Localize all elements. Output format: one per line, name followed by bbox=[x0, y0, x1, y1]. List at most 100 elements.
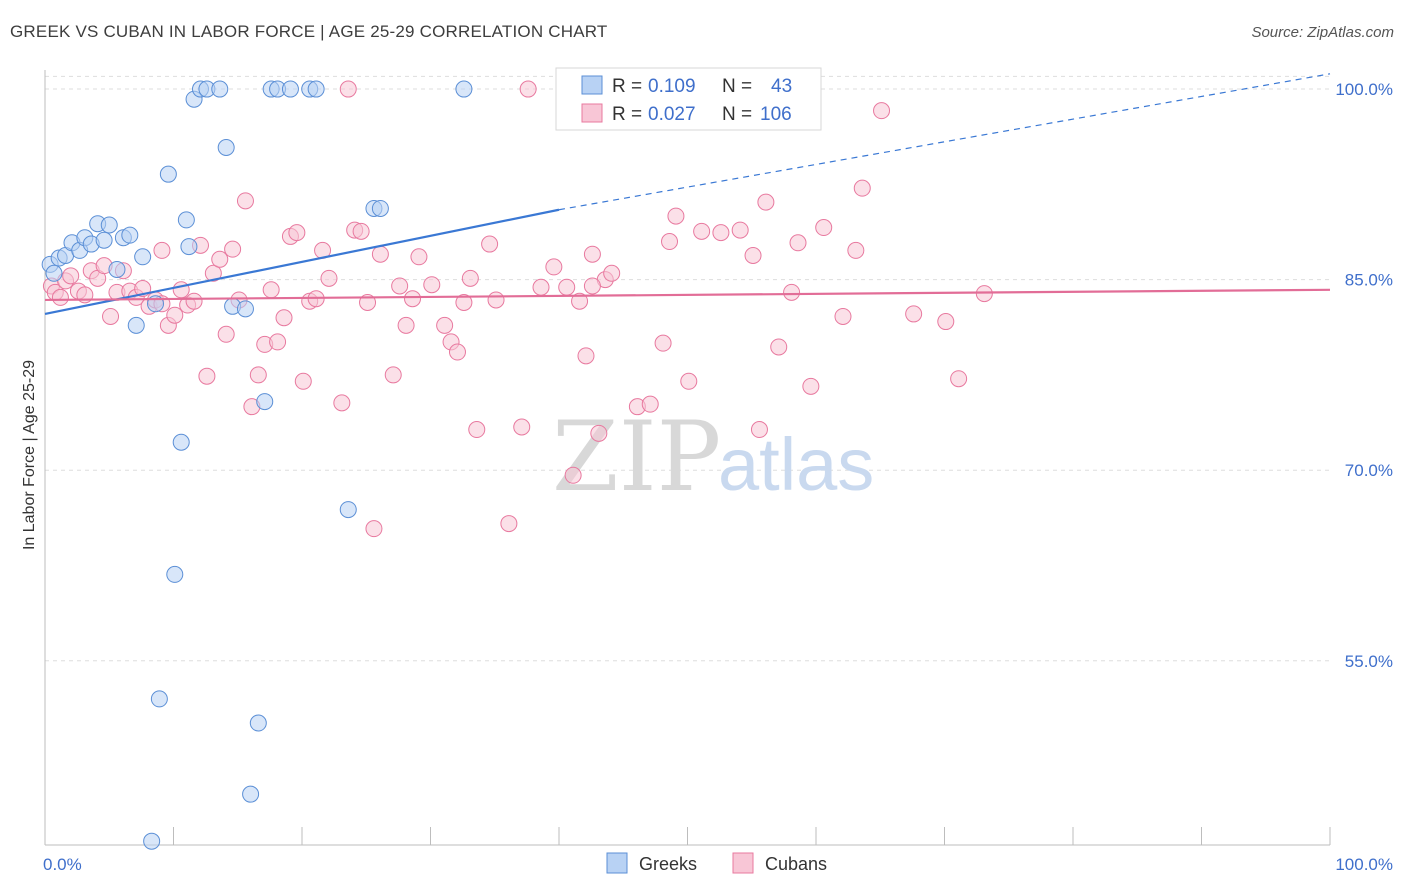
greeks-points bbox=[41, 80, 473, 850]
greek-point-40 bbox=[150, 690, 168, 708]
greek-point-10 bbox=[100, 216, 118, 234]
y-tick-label-1: 70.0% bbox=[1345, 461, 1393, 480]
greek-point-38 bbox=[371, 199, 389, 217]
bottom-legend-cubans-swatch bbox=[732, 852, 754, 874]
cuban-point-10 bbox=[102, 307, 120, 325]
cuban-point-49 bbox=[365, 520, 383, 538]
greek-point-25 bbox=[211, 80, 229, 98]
cuban-point-92 bbox=[802, 377, 820, 395]
cuban-point-65 bbox=[500, 515, 518, 533]
x-tick-label-0: 0.0% bbox=[43, 855, 82, 874]
cuban-point-20 bbox=[166, 306, 184, 324]
cuban-point-27 bbox=[211, 250, 229, 268]
greek-point-26 bbox=[217, 139, 235, 156]
greek-point-21 bbox=[180, 238, 198, 256]
greek-point-19 bbox=[172, 433, 190, 451]
cuban-point-55 bbox=[410, 248, 428, 266]
cuban-point-64 bbox=[487, 291, 505, 309]
cuban-point-63 bbox=[481, 235, 499, 253]
cuban-point-70 bbox=[564, 466, 582, 484]
greek-point-30 bbox=[256, 393, 274, 411]
greek-point-11 bbox=[108, 260, 126, 278]
cuban-point-40 bbox=[294, 372, 312, 390]
cuban-point-51 bbox=[384, 366, 402, 384]
cuban-point-4 bbox=[62, 267, 80, 285]
legend-greeks-r-value: 0.109 bbox=[648, 76, 696, 97]
cuban-point-52 bbox=[391, 277, 409, 295]
cuban-point-96 bbox=[853, 179, 871, 197]
y-tick-labels: 55.0% 70.0% 85.0% 100.0% bbox=[1335, 80, 1393, 671]
cuban-point-23 bbox=[185, 292, 203, 310]
cubans-trend-line bbox=[44, 288, 1331, 302]
cuban-point-71 bbox=[571, 292, 589, 310]
greek-point-15 bbox=[134, 248, 152, 266]
cuban-point-50 bbox=[371, 245, 389, 263]
cuban-point-86 bbox=[744, 246, 762, 264]
cuban-point-68 bbox=[545, 258, 563, 276]
greek-point-33 bbox=[281, 80, 299, 98]
watermark-zip: ZIP bbox=[552, 401, 721, 513]
cuban-point-33 bbox=[249, 366, 267, 384]
bottom-legend-greeks-swatch bbox=[606, 852, 628, 874]
greek-point-42 bbox=[143, 832, 161, 850]
grid-lines bbox=[45, 75, 1330, 662]
cuban-point-39 bbox=[288, 224, 306, 242]
greek-point-18 bbox=[166, 565, 184, 583]
cuban-point-90 bbox=[783, 283, 801, 301]
cuban-point-79 bbox=[654, 334, 672, 352]
cuban-point-45 bbox=[333, 394, 351, 412]
cuban-point-53 bbox=[397, 316, 415, 334]
legend-box: R = 0.109 N = 43 R = 0.027 N = 106 bbox=[555, 67, 822, 131]
cuban-point-44 bbox=[320, 269, 338, 287]
x-tick-labels: 0.0% 100.0% bbox=[43, 855, 1393, 874]
cuban-point-60 bbox=[455, 294, 473, 311]
cuban-point-61 bbox=[461, 269, 479, 287]
legend-greeks-n-label: N = bbox=[722, 76, 752, 97]
cubans-points bbox=[42, 80, 993, 538]
cuban-point-98 bbox=[905, 305, 923, 323]
greek-point-9 bbox=[95, 231, 113, 249]
cuban-point-103 bbox=[339, 80, 357, 98]
cuban-point-67 bbox=[532, 278, 550, 296]
cuban-point-29 bbox=[224, 240, 242, 258]
legend-cubans-r-value: 0.027 bbox=[648, 104, 696, 125]
cuban-point-31 bbox=[236, 192, 254, 210]
cuban-point-47 bbox=[352, 222, 370, 240]
legend-cubans-n-value: 106 bbox=[760, 104, 792, 125]
cuban-point-105 bbox=[583, 277, 601, 295]
cuban-point-95 bbox=[847, 241, 865, 259]
bottom-legend-greeks: Greeks bbox=[639, 854, 697, 874]
cuban-point-66 bbox=[513, 418, 531, 436]
cuban-point-62 bbox=[468, 421, 486, 439]
cuban-point-36 bbox=[269, 333, 287, 351]
greeks-trend-line bbox=[44, 208, 560, 316]
legend-greeks-swatch bbox=[581, 75, 603, 95]
cuban-point-37 bbox=[275, 309, 293, 327]
cuban-point-88 bbox=[757, 193, 775, 211]
cuban-point-97 bbox=[873, 102, 891, 120]
cuban-point-2 bbox=[51, 288, 69, 306]
greek-point-13 bbox=[121, 226, 139, 244]
cuban-point-82 bbox=[680, 372, 698, 390]
cuban-point-85 bbox=[731, 221, 749, 239]
cuban-point-80 bbox=[661, 233, 679, 251]
chart-title: GREEK VS CUBAN IN LABOR FORCE | AGE 25-2… bbox=[10, 22, 608, 41]
legend-greeks-r-label: R = bbox=[612, 76, 642, 97]
legend-cubans-n-label: N = bbox=[722, 104, 752, 125]
trend-lines bbox=[44, 73, 1331, 316]
greeks-trend-extension bbox=[558, 73, 1331, 211]
cuban-point-57 bbox=[436, 316, 454, 334]
x-tick-label-1: 100.0% bbox=[1335, 855, 1393, 874]
legend-cubans-r-label: R = bbox=[612, 104, 642, 125]
y-axis-title: In Labor Force | Age 25-29 bbox=[21, 360, 38, 550]
cuban-point-81 bbox=[667, 207, 685, 225]
source-credit: Source: ZipAtlas.com bbox=[1251, 24, 1394, 41]
legend-cubans-swatch bbox=[581, 103, 603, 123]
greek-point-20 bbox=[177, 211, 195, 229]
greek-point-28 bbox=[236, 300, 254, 318]
axes bbox=[44, 70, 1331, 846]
greek-point-35 bbox=[307, 80, 325, 98]
cuban-point-28 bbox=[217, 325, 235, 343]
cuban-point-18 bbox=[153, 241, 171, 259]
cuban-point-74 bbox=[590, 424, 608, 442]
